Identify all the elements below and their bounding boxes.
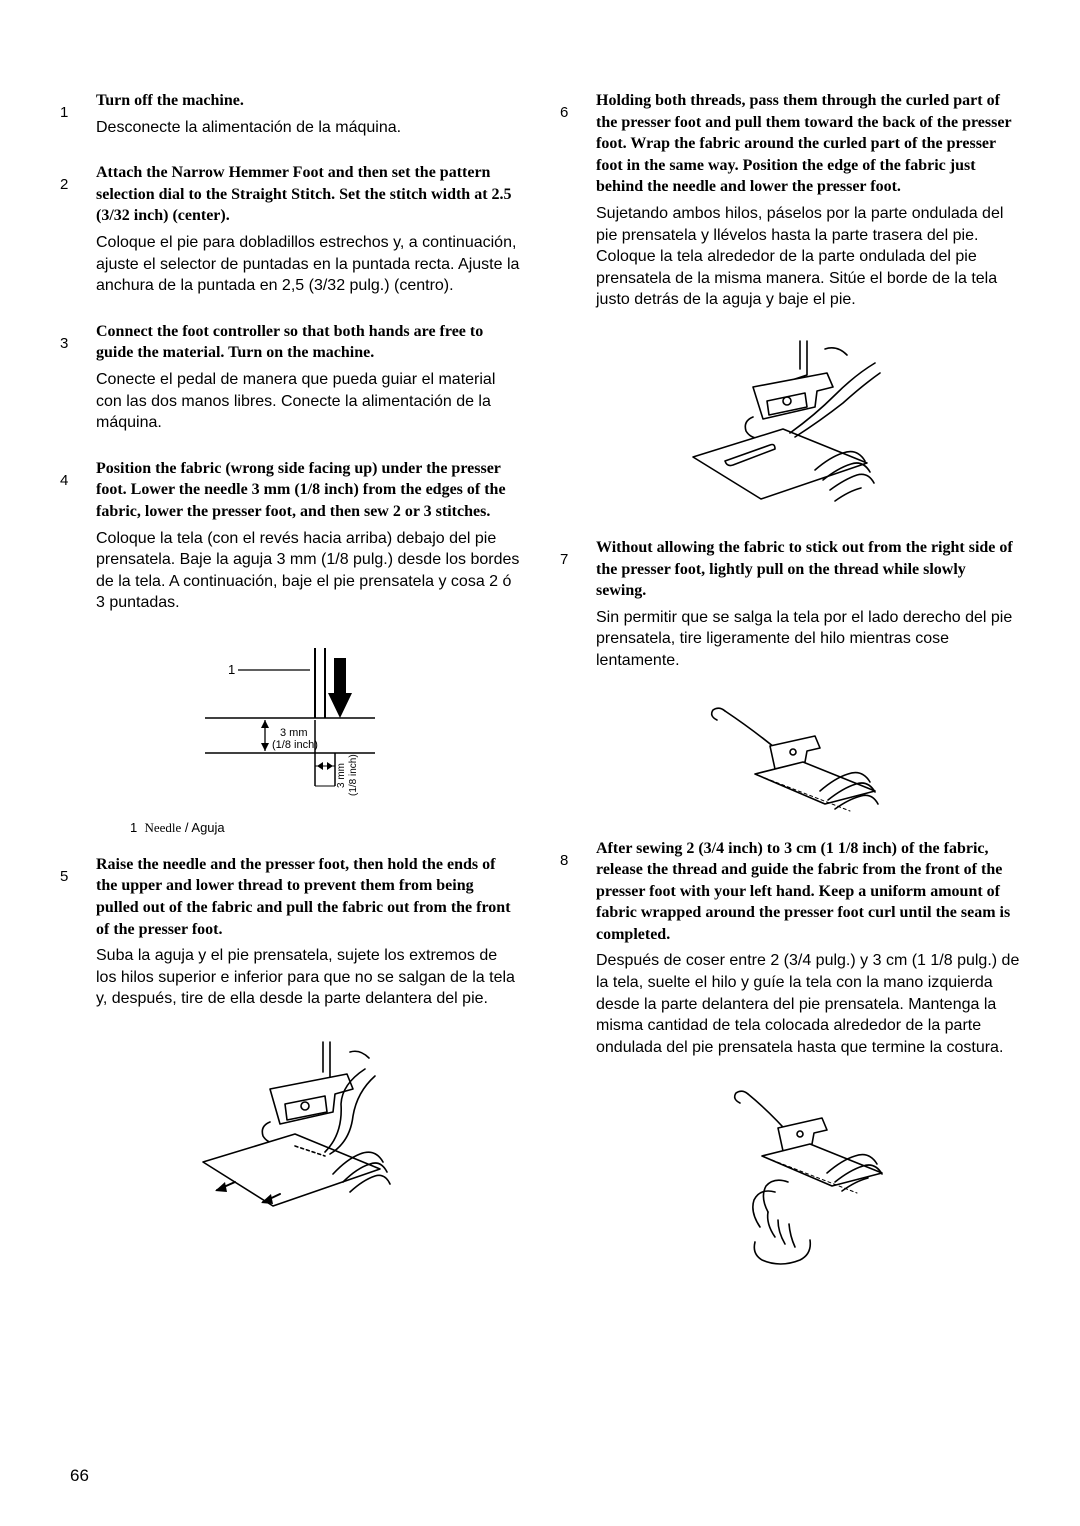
step-es: Desconecte la alimentación de la máquina… [96, 117, 520, 139]
step-es: Suba la aguja y el pie prensatela, sujet… [96, 945, 520, 1010]
step-en: Without allowing the fabric to stick out… [596, 537, 1020, 602]
caption-num: 1 [130, 820, 137, 835]
step-2: 2 Attach the Narrow Hemmer Foot and then… [60, 162, 520, 297]
step-number: 4 [60, 458, 96, 614]
step-es: Coloque la tela (con el revés hacia arri… [96, 528, 520, 614]
fig4-dim1b: (1/8 inch) [272, 739, 318, 751]
fig4-dim1: 3 mm [280, 727, 308, 739]
figure-step4: 1 3 mm (1/8 inch) [60, 638, 520, 808]
step-en: Raise the needle and the presser foot, t… [96, 854, 520, 940]
step-es: Sin permitir que se salga la tela por el… [596, 607, 1020, 672]
step-number: 5 [60, 854, 96, 1010]
caption-en: Needle [144, 820, 181, 835]
step-number: 8 [560, 838, 596, 1059]
step-3: 3 Connect the foot controller so that bo… [60, 321, 520, 434]
step-5: 5 Raise the needle and the presser foot,… [60, 854, 520, 1010]
fig4-dim2a: 3 mm [336, 763, 347, 788]
figure-step6 [560, 335, 1020, 525]
left-column: 1 Turn off the machine. Desconecte la al… [60, 90, 520, 1279]
step-7: 7 Without allowing the fabric to stick o… [560, 537, 1020, 672]
step-8: 8 After sewing 2 (3/4 inch) to 3 cm (1 1… [560, 838, 1020, 1059]
step-number: 2 [60, 162, 96, 297]
figure-step8 [560, 1082, 1020, 1267]
step-number: 6 [560, 90, 596, 311]
step-en: Attach the Narrow Hemmer Foot and then s… [96, 162, 520, 227]
step-es: Después de coser entre 2 (3/4 pulg.) y 3… [596, 950, 1020, 1058]
step-en: Turn off the machine. [96, 90, 520, 112]
step-number: 1 [60, 90, 96, 138]
right-column: 6 Holding both threads, pass them throug… [560, 90, 1020, 1279]
figure4-caption: 1 Needle / Aguja [60, 820, 520, 836]
step-es: Sujetando ambos hilos, páselos por la pa… [596, 203, 1020, 311]
caption-sep: / [181, 820, 191, 835]
caption-es: Aguja [191, 820, 224, 835]
step-en: Position the fabric (wrong side facing u… [96, 458, 520, 523]
step-1: 1 Turn off the machine. Desconecte la al… [60, 90, 520, 138]
step-en: Connect the foot controller so that both… [96, 321, 520, 364]
step-en: Holding both threads, pass them through … [596, 90, 1020, 198]
page-number: 66 [70, 1466, 89, 1486]
step-es: Conecte el pedal de manera que pueda gui… [96, 369, 520, 434]
step-es: Coloque el pie para dobladillos estrecho… [96, 232, 520, 297]
step-number: 7 [560, 537, 596, 672]
step-6: 6 Holding both threads, pass them throug… [560, 90, 1020, 311]
step-4: 4 Position the fabric (wrong side facing… [60, 458, 520, 614]
fig4-dim2b: (1/8 inch) [348, 754, 359, 796]
step-number: 3 [60, 321, 96, 434]
fig4-label-1: 1 [228, 662, 235, 677]
figure-step5 [60, 1034, 520, 1224]
figure-step7 [560, 696, 1020, 826]
step-en: After sewing 2 (3/4 inch) to 3 cm (1 1/8… [596, 838, 1020, 946]
